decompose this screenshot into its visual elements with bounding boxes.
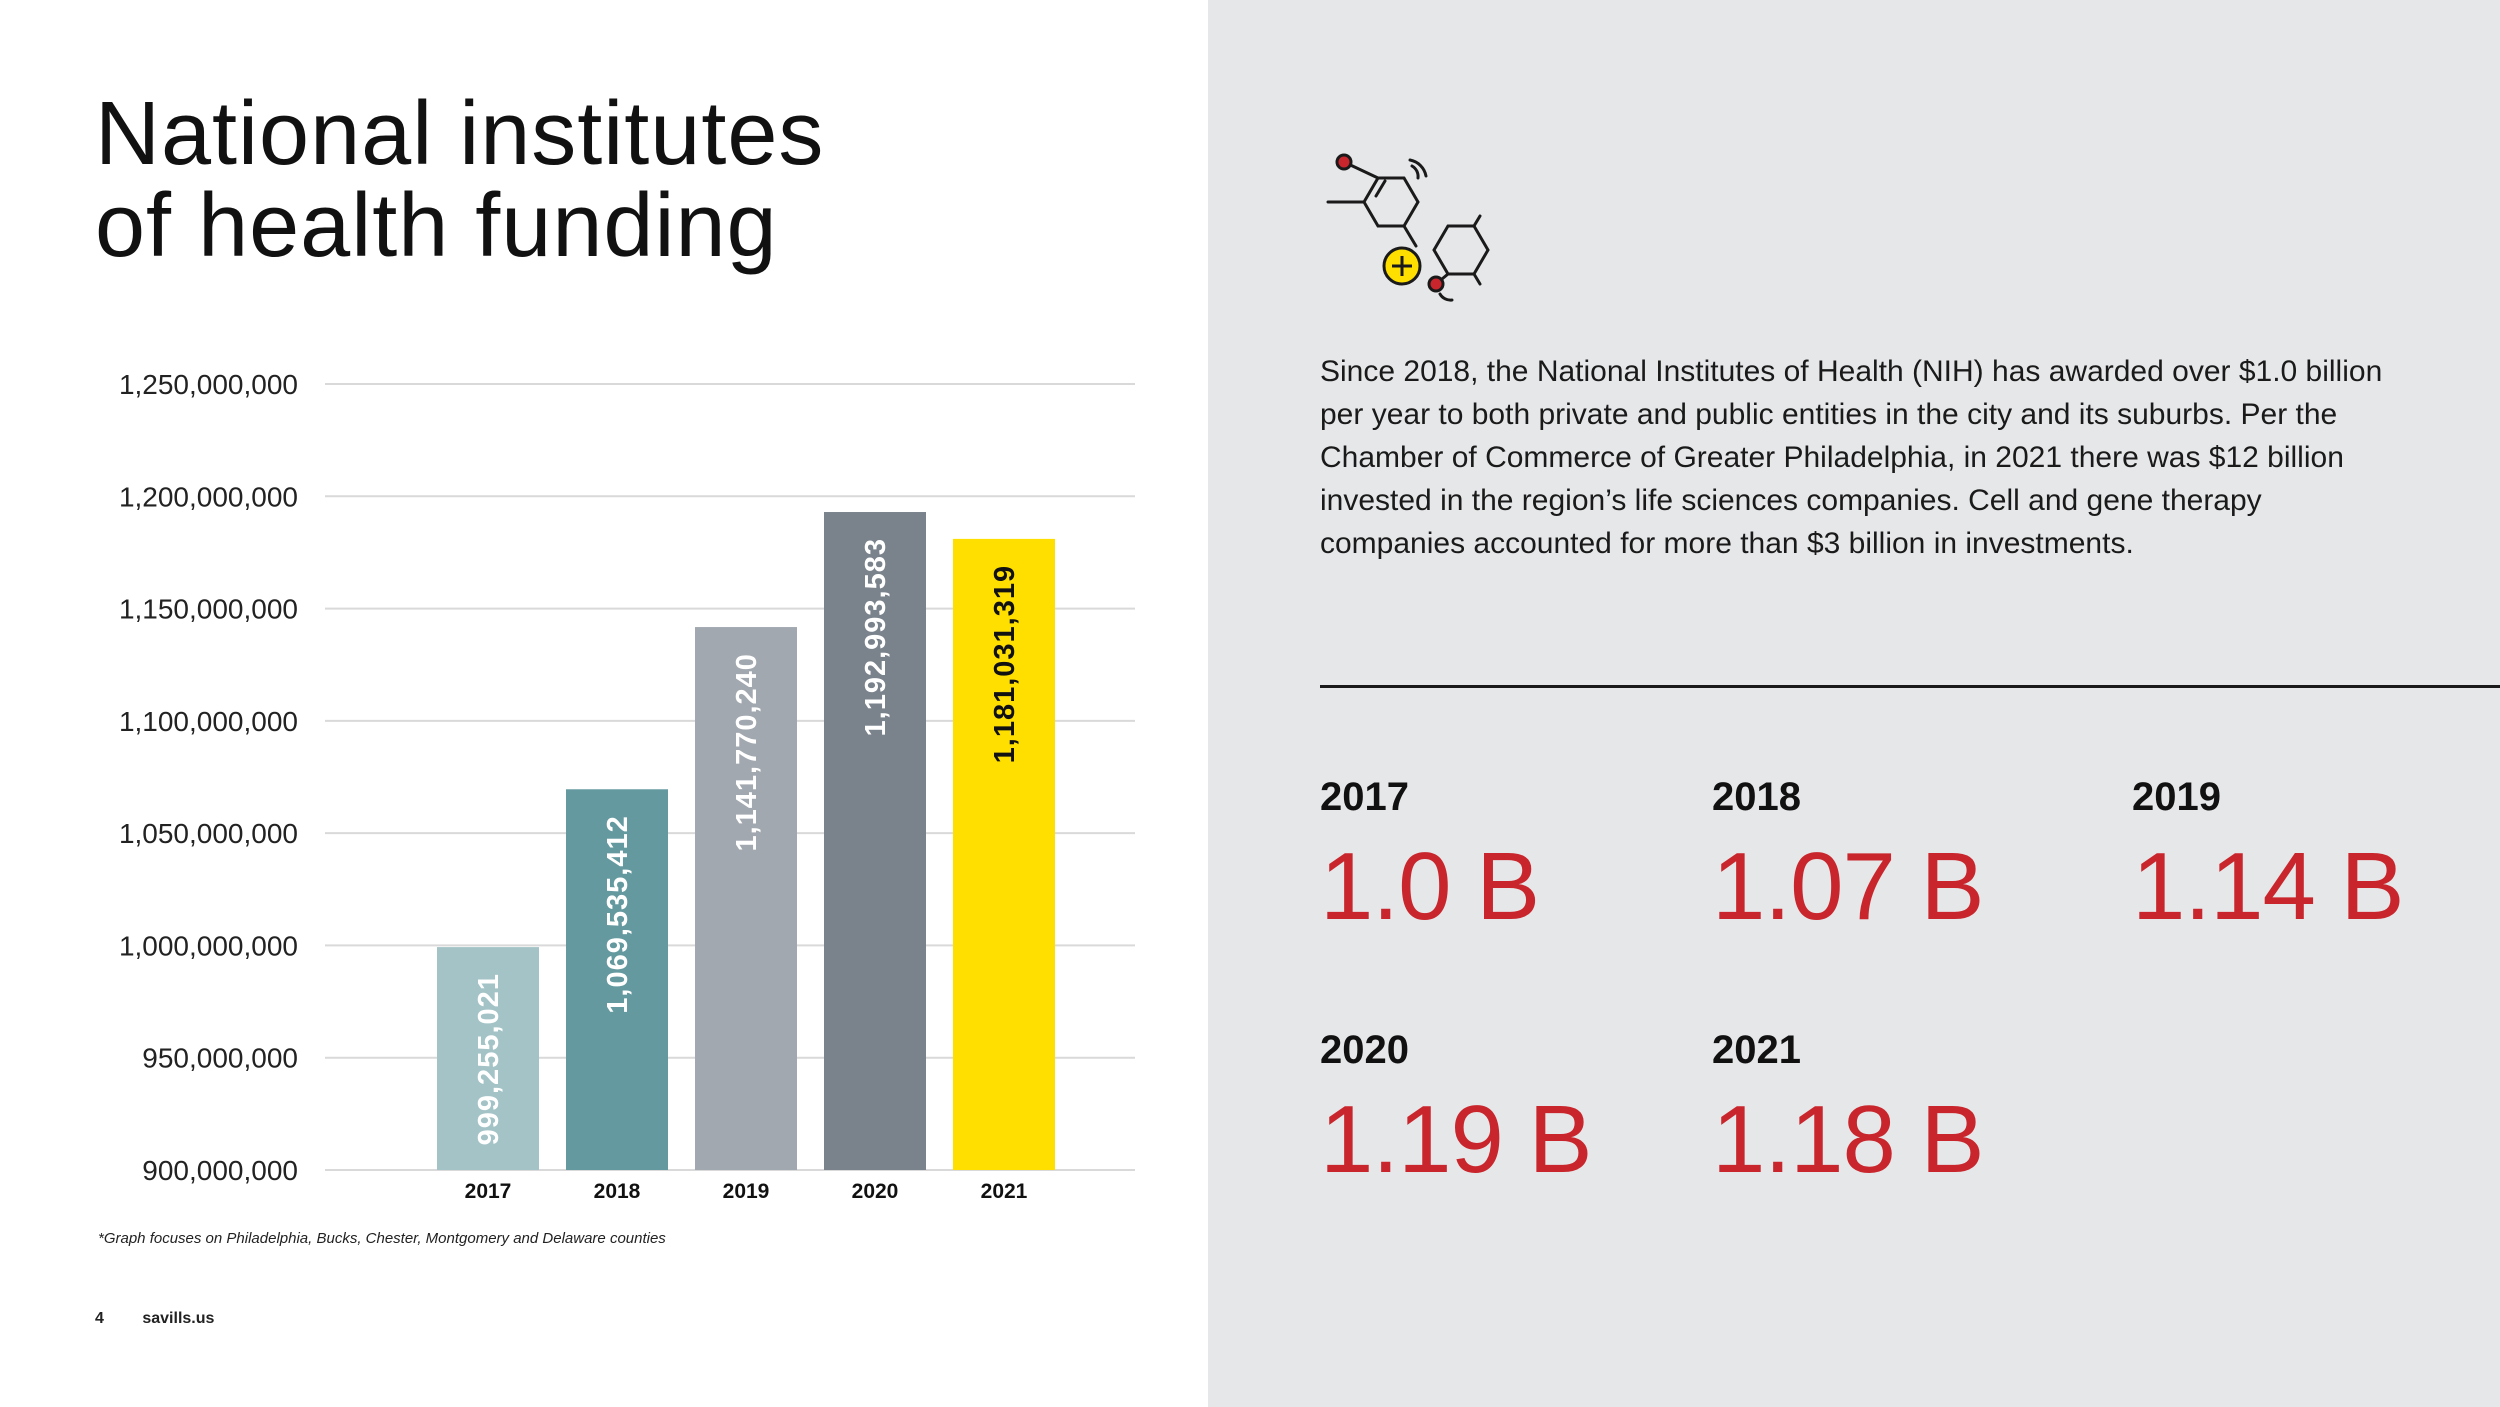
x-tick-label: 2017 — [465, 1180, 512, 1203]
stat-year: 2017 — [1320, 775, 1409, 819]
bar-2021 — [953, 538, 1055, 1170]
stat-year: 2021 — [1712, 1028, 1801, 1072]
site-link[interactable]: savills.us — [142, 1310, 215, 1327]
x-tick-label: 2021 — [981, 1180, 1028, 1203]
y-tick-label: 900,000,000 — [142, 1155, 298, 1186]
bar-value-label: 1,181,031,319 — [989, 565, 1021, 763]
left-panel: National institutes of health funding 90… — [0, 0, 1208, 1407]
page-title: National institutes of health funding — [95, 88, 824, 272]
y-tick-label: 1,000,000,000 — [119, 930, 298, 961]
y-tick-label: 1,050,000,000 — [119, 818, 298, 849]
stat-2018: 2018 1.07 B — [1712, 775, 1985, 940]
page-footer: 4 savills.us — [95, 1310, 214, 1328]
stat-value: 1.0 B — [1320, 833, 1540, 940]
y-tick-label: 1,100,000,000 — [119, 706, 298, 737]
y-tick-label: 1,250,000,000 — [119, 369, 298, 400]
summary-paragraph: Since 2018, the National Institutes of H… — [1320, 355, 2383, 560]
stat-year: 2019 — [2132, 775, 2221, 819]
x-tick-label: 2018 — [594, 1180, 641, 1203]
stat-2020: 2020 1.19 B — [1320, 1028, 1593, 1193]
molecule-icon — [1326, 153, 1490, 302]
page-title-line-1: National institutes — [95, 84, 825, 184]
stat-2021: 2021 1.18 B — [1712, 1028, 1985, 1193]
y-tick-label: 1,150,000,000 — [119, 594, 298, 625]
bar-2018 — [566, 789, 668, 1170]
chart-footnote: *Graph focuses on Philadelphia, Bucks, C… — [98, 1230, 666, 1247]
x-tick-label: 2019 — [723, 1180, 770, 1203]
stat-value: 1.07 B — [1712, 833, 1985, 940]
stat-2017: 2017 1.0 B — [1320, 775, 1540, 940]
stat-value: 1.18 B — [1712, 1086, 1985, 1193]
bar-value-label: 1,141,770,240 — [731, 653, 763, 851]
y-tick-label: 1,200,000,000 — [119, 481, 298, 512]
bar-value-label: 1,069,535,412 — [602, 815, 634, 1013]
bar-value-label: 999,255,021 — [473, 973, 505, 1145]
page-title-line-2: of health funding — [95, 176, 778, 276]
bar-2020 — [824, 512, 926, 1170]
stat-year: 2020 — [1320, 1028, 1409, 1072]
stat-value: 1.19 B — [1320, 1086, 1593, 1193]
page-number: 4 — [95, 1310, 104, 1327]
x-tick-label: 2020 — [852, 1180, 899, 1203]
stat-2019: 2019 1.14 B — [2132, 775, 2405, 940]
stat-year: 2018 — [1712, 775, 1801, 819]
divider — [1320, 685, 2500, 688]
bar-value-label: 1,192,993,583 — [860, 538, 892, 736]
y-tick-label: 950,000,000 — [142, 1043, 298, 1074]
stat-value: 1.14 B — [2132, 833, 2405, 940]
bar-2017 — [437, 947, 539, 1170]
bar-2019 — [695, 627, 797, 1170]
right-panel — [1208, 0, 2500, 1407]
funding-bar-chart: 900,000,000 950,000,000 1,000,000,000 1,050… — [119, 369, 1135, 1203]
